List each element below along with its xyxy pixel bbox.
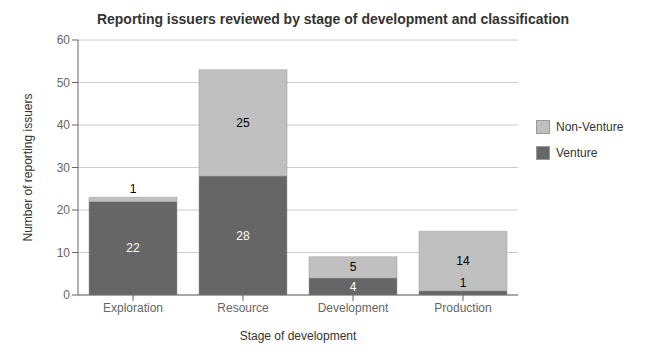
html-text:Non-Venture: Non-Venture — [556, 120, 624, 134]
svg-text:10: 10 — [57, 246, 71, 260]
svg-text:1: 1 — [460, 276, 467, 290]
svg-text:20: 20 — [57, 203, 71, 217]
svg-text:60: 60 — [57, 33, 71, 47]
svg-text:0: 0 — [63, 288, 70, 302]
svg-text:Resource: Resource — [217, 301, 269, 315]
svg-text:5: 5 — [350, 260, 357, 274]
svg-text:30: 30 — [57, 161, 71, 175]
svg-text:Number of reporting issuers: Number of reporting issuers — [21, 93, 35, 241]
html-text:Venture: Venture — [556, 146, 598, 160]
svg-text:22: 22 — [126, 241, 140, 255]
svg-text:Production: Production — [434, 301, 491, 315]
svg-text:4: 4 — [350, 280, 357, 294]
svg-text:28: 28 — [236, 229, 250, 243]
svg-text:40: 40 — [57, 118, 71, 132]
svg-text:Exploration: Exploration — [103, 301, 163, 315]
svg-text:Stage of development: Stage of development — [240, 329, 357, 343]
html-text:Reporting issuers reviewed by: Reporting issuers reviewed by stage of d… — [96, 11, 570, 27]
svg-text:25: 25 — [236, 116, 250, 130]
svg-text:50: 50 — [57, 76, 71, 90]
svg-text:1: 1 — [130, 182, 137, 196]
svg-text:14: 14 — [456, 254, 470, 268]
svg-text:Development: Development — [318, 301, 389, 315]
